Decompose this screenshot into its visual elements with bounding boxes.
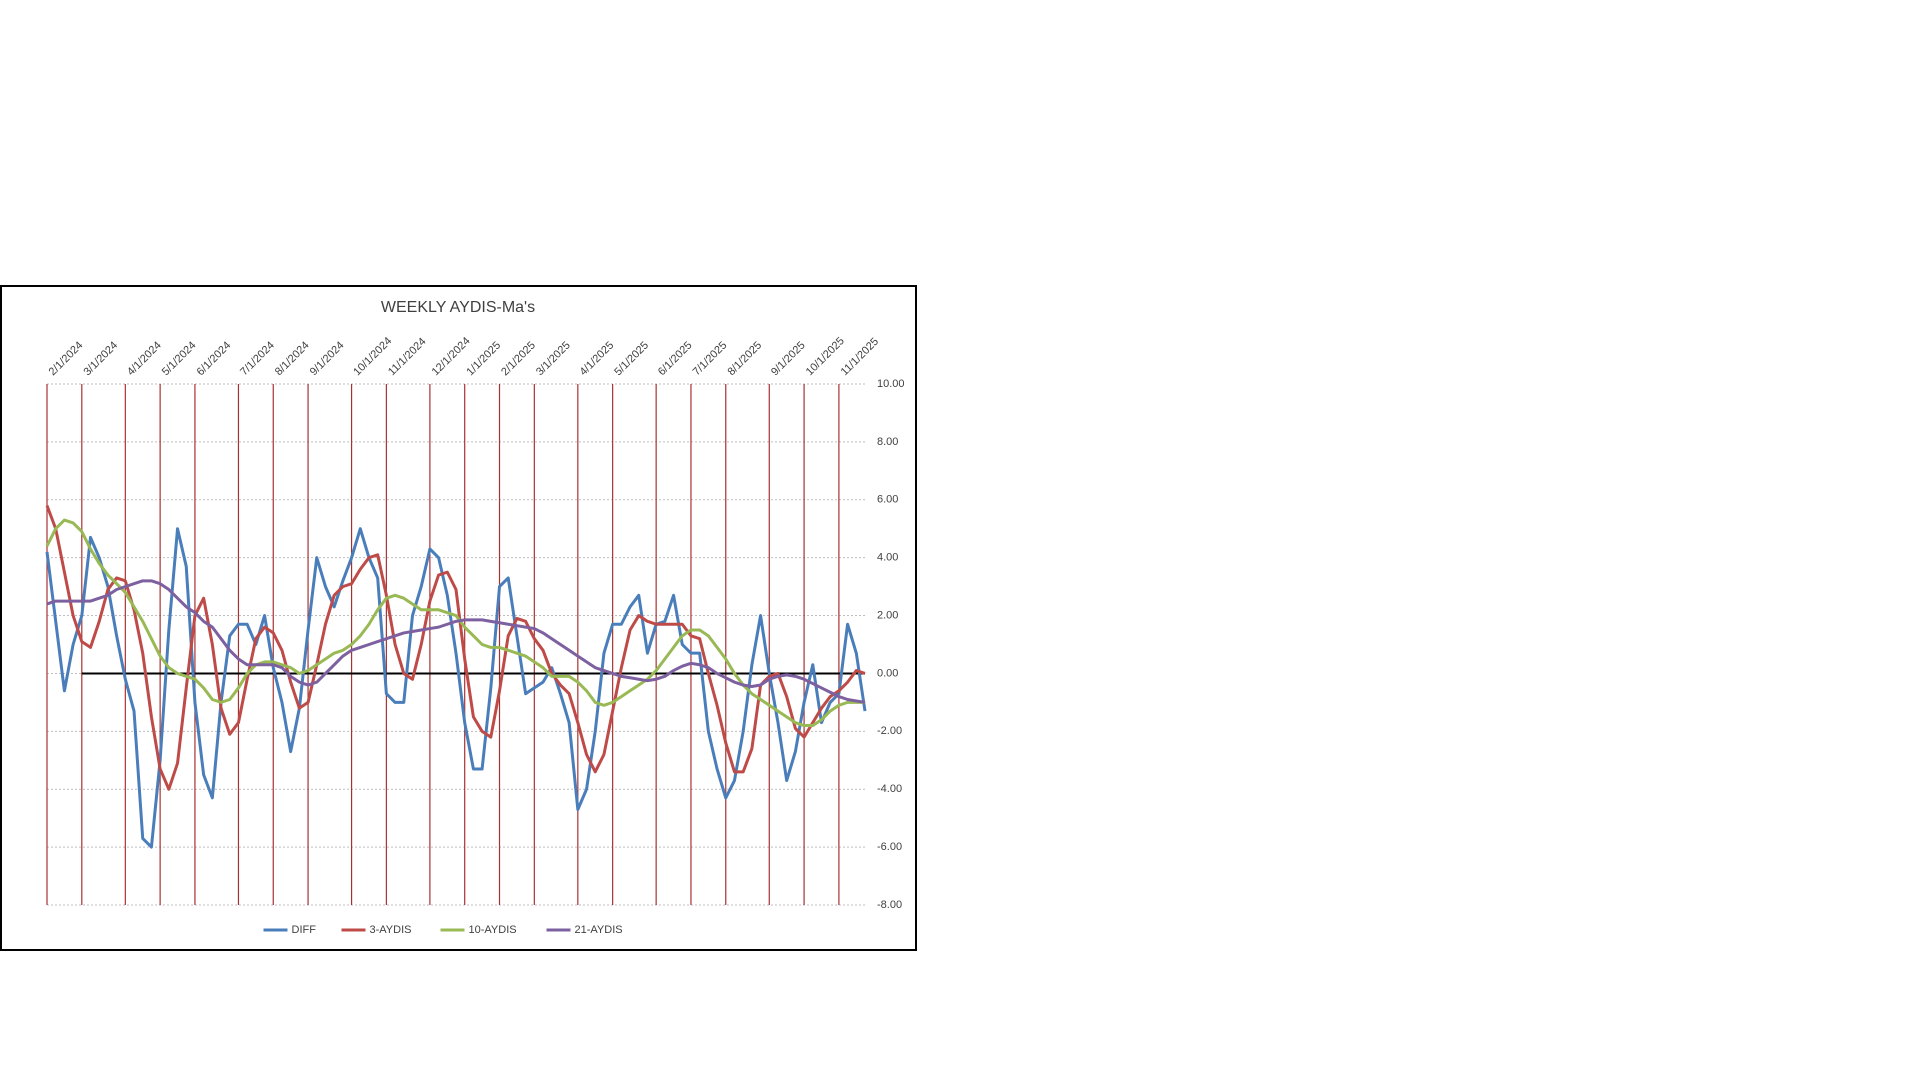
series-line [45,518,865,728]
legend-label: DIFF [292,924,317,936]
y-tick-label: -2.00 [877,725,902,737]
series-line [46,579,866,704]
legend-label: 21-AYDIS [575,924,623,936]
y-tick-label: -6.00 [877,841,902,853]
series-line [45,527,867,849]
legend-label: 3-AYDIS [370,924,412,936]
legend-label: 10-AYDIS [469,924,517,936]
y-tick-label: 6.00 [877,494,898,506]
y-tick-label: 10.00 [877,378,905,390]
series-line [45,505,866,791]
y-tick-label: 8.00 [877,436,898,448]
chart-title: WEEKLY AYDIS-Ma's [381,299,535,316]
y-tick-label: -8.00 [877,899,902,911]
y-tick-label: 0.00 [877,667,898,679]
y-tick-label: 4.00 [877,552,898,564]
y-tick-label: 2.00 [877,609,898,621]
y-tick-label: -4.00 [877,783,902,795]
